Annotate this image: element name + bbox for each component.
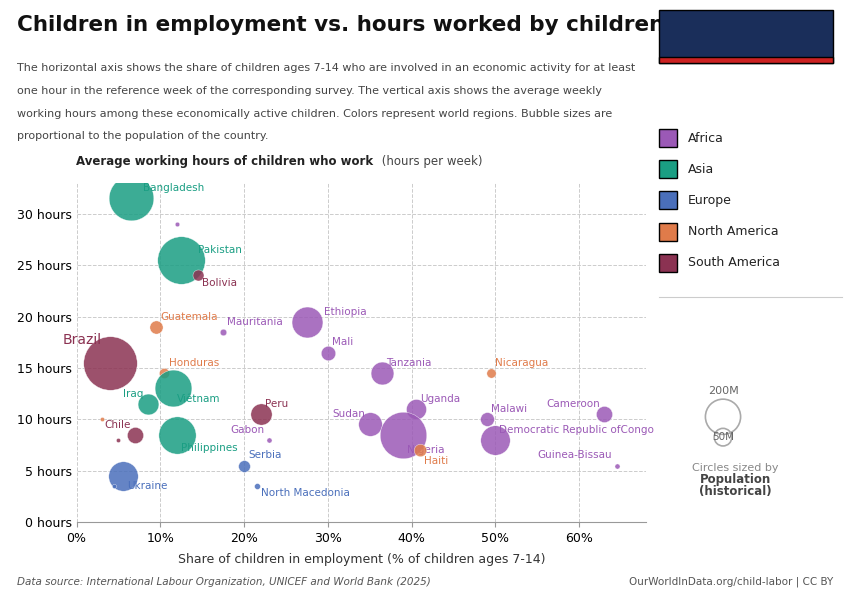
Text: one hour in the reference week of the corresponding survey. The vertical axis sh: one hour in the reference week of the co… bbox=[17, 86, 602, 96]
Text: Pakistan: Pakistan bbox=[198, 245, 241, 255]
Point bbox=[141, 399, 155, 409]
Text: 50M: 50M bbox=[712, 432, 734, 442]
Text: Data source: International Labour Organization, UNICEF and World Bank (2025): Data source: International Labour Organi… bbox=[17, 577, 431, 587]
Point bbox=[237, 461, 251, 470]
Text: Population: Population bbox=[700, 473, 771, 486]
Text: Average working hours of children who work: Average working hours of children who wo… bbox=[76, 155, 374, 168]
Point bbox=[170, 430, 184, 439]
Text: Circles sized by: Circles sized by bbox=[692, 463, 779, 473]
Text: Viêtnam: Viêtnam bbox=[177, 394, 220, 404]
Text: (hours per week): (hours per week) bbox=[378, 155, 483, 168]
Point bbox=[484, 368, 498, 378]
Text: North America: North America bbox=[688, 225, 779, 238]
Text: Chile: Chile bbox=[105, 419, 131, 430]
Text: Ukraine: Ukraine bbox=[127, 481, 167, 491]
Text: Children in employment vs. hours worked by children, 2016: Children in employment vs. hours worked … bbox=[17, 15, 740, 35]
Text: Our World: Our World bbox=[711, 29, 781, 42]
Text: Uganda: Uganda bbox=[420, 394, 460, 404]
Point bbox=[95, 415, 109, 424]
Text: Peru: Peru bbox=[265, 399, 288, 409]
Text: Nicaragua: Nicaragua bbox=[496, 358, 548, 368]
Text: Honduras: Honduras bbox=[168, 358, 218, 368]
Text: Iraq: Iraq bbox=[123, 389, 144, 399]
Point bbox=[254, 409, 268, 419]
Point bbox=[363, 419, 377, 429]
Text: Bangladesh: Bangladesh bbox=[144, 183, 205, 193]
Point bbox=[157, 368, 171, 378]
Point bbox=[263, 435, 276, 445]
Text: Asia: Asia bbox=[688, 163, 714, 176]
Text: Guatemala: Guatemala bbox=[161, 311, 218, 322]
Text: Tanzania: Tanzania bbox=[387, 358, 432, 368]
Text: proportional to the population of the country.: proportional to the population of the co… bbox=[17, 131, 269, 142]
Point bbox=[376, 368, 389, 378]
Point bbox=[128, 430, 142, 439]
Text: Guinea-Bissau: Guinea-Bissau bbox=[538, 451, 613, 460]
Point bbox=[321, 348, 335, 358]
Point bbox=[250, 481, 264, 491]
Text: Democratic Republic of​Congo: Democratic Republic of​Congo bbox=[500, 425, 654, 434]
Point bbox=[300, 317, 314, 326]
Text: Ethiopia: Ethiopia bbox=[324, 307, 366, 317]
Text: OurWorldInData.org/child-labor | CC BY: OurWorldInData.org/child-labor | CC BY bbox=[629, 576, 833, 587]
Point bbox=[480, 415, 494, 424]
Point bbox=[489, 435, 502, 445]
Point bbox=[413, 445, 427, 455]
Point bbox=[170, 219, 184, 229]
Point bbox=[107, 481, 121, 491]
Point bbox=[111, 435, 125, 445]
Text: (historical): (historical) bbox=[699, 485, 772, 498]
Text: Mauritania: Mauritania bbox=[227, 317, 283, 327]
Text: Haiti: Haiti bbox=[424, 455, 448, 466]
Point bbox=[103, 358, 116, 368]
Point bbox=[174, 255, 188, 265]
Point bbox=[396, 430, 410, 439]
Text: Sudan: Sudan bbox=[332, 409, 366, 419]
Text: Europe: Europe bbox=[688, 194, 732, 207]
Text: Brazil: Brazil bbox=[63, 334, 102, 347]
Text: South America: South America bbox=[688, 256, 779, 269]
Text: Bolivia: Bolivia bbox=[202, 278, 237, 288]
Point bbox=[150, 322, 163, 332]
Point bbox=[191, 271, 205, 280]
Text: Philippines: Philippines bbox=[181, 443, 238, 453]
Text: 200M: 200M bbox=[708, 386, 739, 396]
Text: The horizontal axis shows the share of children ages 7-14 who are involved in an: The horizontal axis shows the share of c… bbox=[17, 63, 635, 73]
Text: Africa: Africa bbox=[688, 131, 723, 145]
Point bbox=[717, 412, 730, 422]
Point bbox=[409, 404, 422, 414]
Text: Malawi: Malawi bbox=[491, 404, 527, 414]
Point bbox=[598, 409, 611, 419]
Text: Gabon: Gabon bbox=[231, 425, 265, 434]
Point bbox=[166, 383, 179, 393]
Point bbox=[124, 194, 138, 203]
Point bbox=[116, 471, 129, 481]
Text: in Data: in Data bbox=[721, 42, 771, 55]
Point bbox=[717, 433, 730, 442]
Point bbox=[216, 327, 230, 337]
Text: Cameroon: Cameroon bbox=[547, 399, 600, 409]
Text: North Macedonia: North Macedonia bbox=[261, 488, 349, 499]
Point bbox=[610, 461, 624, 470]
X-axis label: Share of children in employment (% of children ages 7-14): Share of children in employment (% of ch… bbox=[178, 553, 545, 566]
Text: working hours among these economically active children. Colors represent world r: working hours among these economically a… bbox=[17, 109, 612, 119]
Text: Serbia: Serbia bbox=[248, 451, 281, 460]
Text: Mali: Mali bbox=[332, 337, 354, 347]
Text: Nigeria: Nigeria bbox=[407, 445, 445, 455]
